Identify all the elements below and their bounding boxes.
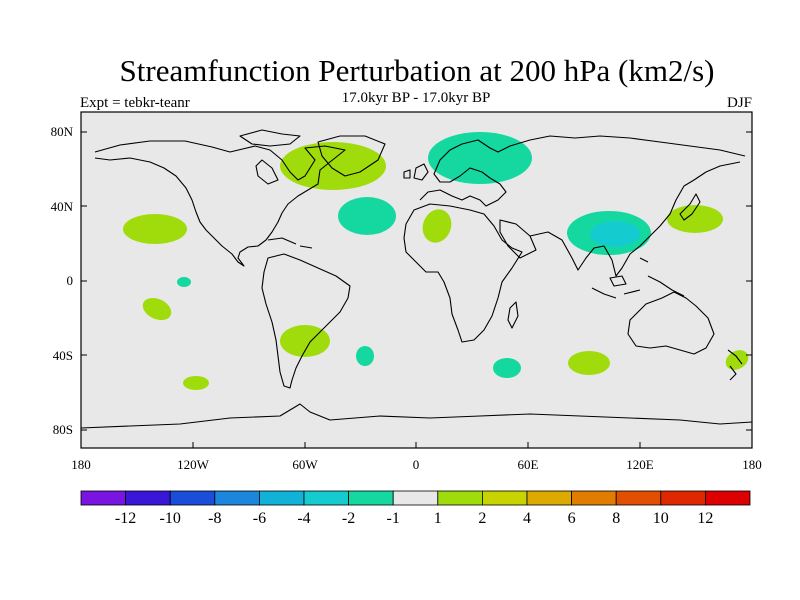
coast-south-america (261, 253, 351, 389)
lon-tick-label: 180 (71, 457, 91, 472)
coast-south-asia (529, 161, 741, 277)
colorbar-label: -2 (342, 510, 355, 527)
anomaly-north-atlantic-positive (280, 142, 386, 190)
colorbar-swatch (214, 490, 260, 506)
anomaly-fields (123, 132, 749, 390)
anomaly-asia-core (590, 221, 640, 247)
anomaly-far-south-pacific-positive (183, 376, 209, 390)
colorbar-label: -4 (297, 510, 310, 527)
lon-tick-label: 120W (177, 457, 210, 472)
anomaly-japan-positive (667, 205, 723, 233)
anomaly-southeast-indian-positive (568, 351, 610, 375)
colorbar-label: -6 (253, 510, 266, 527)
lon-tick-label: 120E (626, 457, 654, 472)
colorbar-swatch (705, 490, 751, 506)
colorbar-swatch (615, 490, 662, 506)
colorbar-label: 6 (568, 510, 576, 527)
coast-madagascar (507, 301, 519, 329)
colorbar-swatch (258, 490, 305, 506)
anomaly-equatorial-pacific-negative (177, 277, 191, 287)
colorbar-label: 8 (612, 510, 620, 527)
colorbar-label: 2 (478, 510, 486, 527)
colorbar: -12 -10 -8 -6 -4 -2 -1 1 2 4 6 8 10 12 (80, 490, 751, 527)
lon-tick-label: 180 (742, 457, 762, 472)
coast-africa (403, 203, 523, 343)
latitude-axis (81, 131, 752, 431)
colorbar-swatch (481, 490, 528, 506)
coast-new-zealand (727, 349, 743, 381)
anomaly-north-africa-positive (422, 209, 452, 243)
coast-greenland (317, 135, 386, 177)
colorbar-swatch (169, 490, 216, 506)
colorbar-label: 4 (523, 510, 531, 527)
anomaly-south-atlantic-negative (356, 346, 374, 366)
lat-tick-label: 40N (51, 199, 74, 214)
lon-tick-label: 0 (413, 457, 420, 472)
colorbar-swatch (660, 490, 706, 506)
colorbar-label: 12 (697, 510, 713, 527)
anomaly-north-pacific-positive (123, 214, 187, 244)
coast-arabia (499, 219, 537, 259)
colorbar-label: -1 (387, 510, 400, 527)
colorbar-swatch (303, 490, 349, 506)
period-label: 17.0kyr BP - 17.0kyr BP (342, 90, 491, 106)
coast-japan (679, 193, 701, 221)
season-label: DJF (727, 95, 752, 111)
colorbar-swatch (125, 490, 171, 506)
longitude-axis (192, 442, 641, 448)
anomaly-south-pacific-positive (142, 297, 172, 321)
anomaly-south-america-positive (280, 325, 330, 357)
plot-title: Streamfunction Perturbation at 200 hPa (… (120, 53, 715, 88)
lat-tick-label: 40S (53, 348, 73, 363)
coast-caribbean (267, 237, 313, 249)
colorbar-label: 1 (434, 510, 442, 527)
colorbar-label: -10 (160, 510, 181, 527)
experiment-label: Expt = tebkr-teanr (80, 95, 190, 111)
coast-hudson-bay (255, 159, 279, 185)
anomaly-south-indian-negative (493, 358, 521, 378)
colorbar-swatch (526, 490, 572, 506)
colorbar-label: 10 (653, 510, 669, 527)
coast-europe (419, 135, 746, 207)
lat-tick-label: 0 (67, 273, 74, 288)
coast-australia (627, 291, 715, 355)
colorbar-swatch (571, 490, 617, 506)
coast-british-isles (403, 163, 429, 181)
colorbar-swatch (348, 490, 394, 506)
colorbar-swatch (80, 490, 126, 506)
anomaly-new-zealand-positive (725, 350, 749, 370)
colorbar-swatch (437, 490, 483, 506)
coast-antarctica (81, 403, 752, 429)
coast-north-america (94, 140, 346, 267)
anomaly-mid-atlantic-negative (338, 197, 396, 235)
colorbar-label: -12 (115, 510, 136, 527)
coastlines (81, 129, 752, 429)
colorbar-label: -8 (208, 510, 221, 527)
lon-tick-label: 60E (518, 457, 539, 472)
anomaly-northern-europe-negative (428, 132, 532, 184)
lat-tick-label: 80S (53, 422, 73, 437)
colorbar-swatch (392, 490, 439, 506)
lat-tick-label: 80N (51, 124, 74, 139)
coast-arctic-islands (239, 129, 301, 147)
coast-indonesia (591, 257, 685, 299)
lon-tick-label: 60W (292, 457, 318, 472)
